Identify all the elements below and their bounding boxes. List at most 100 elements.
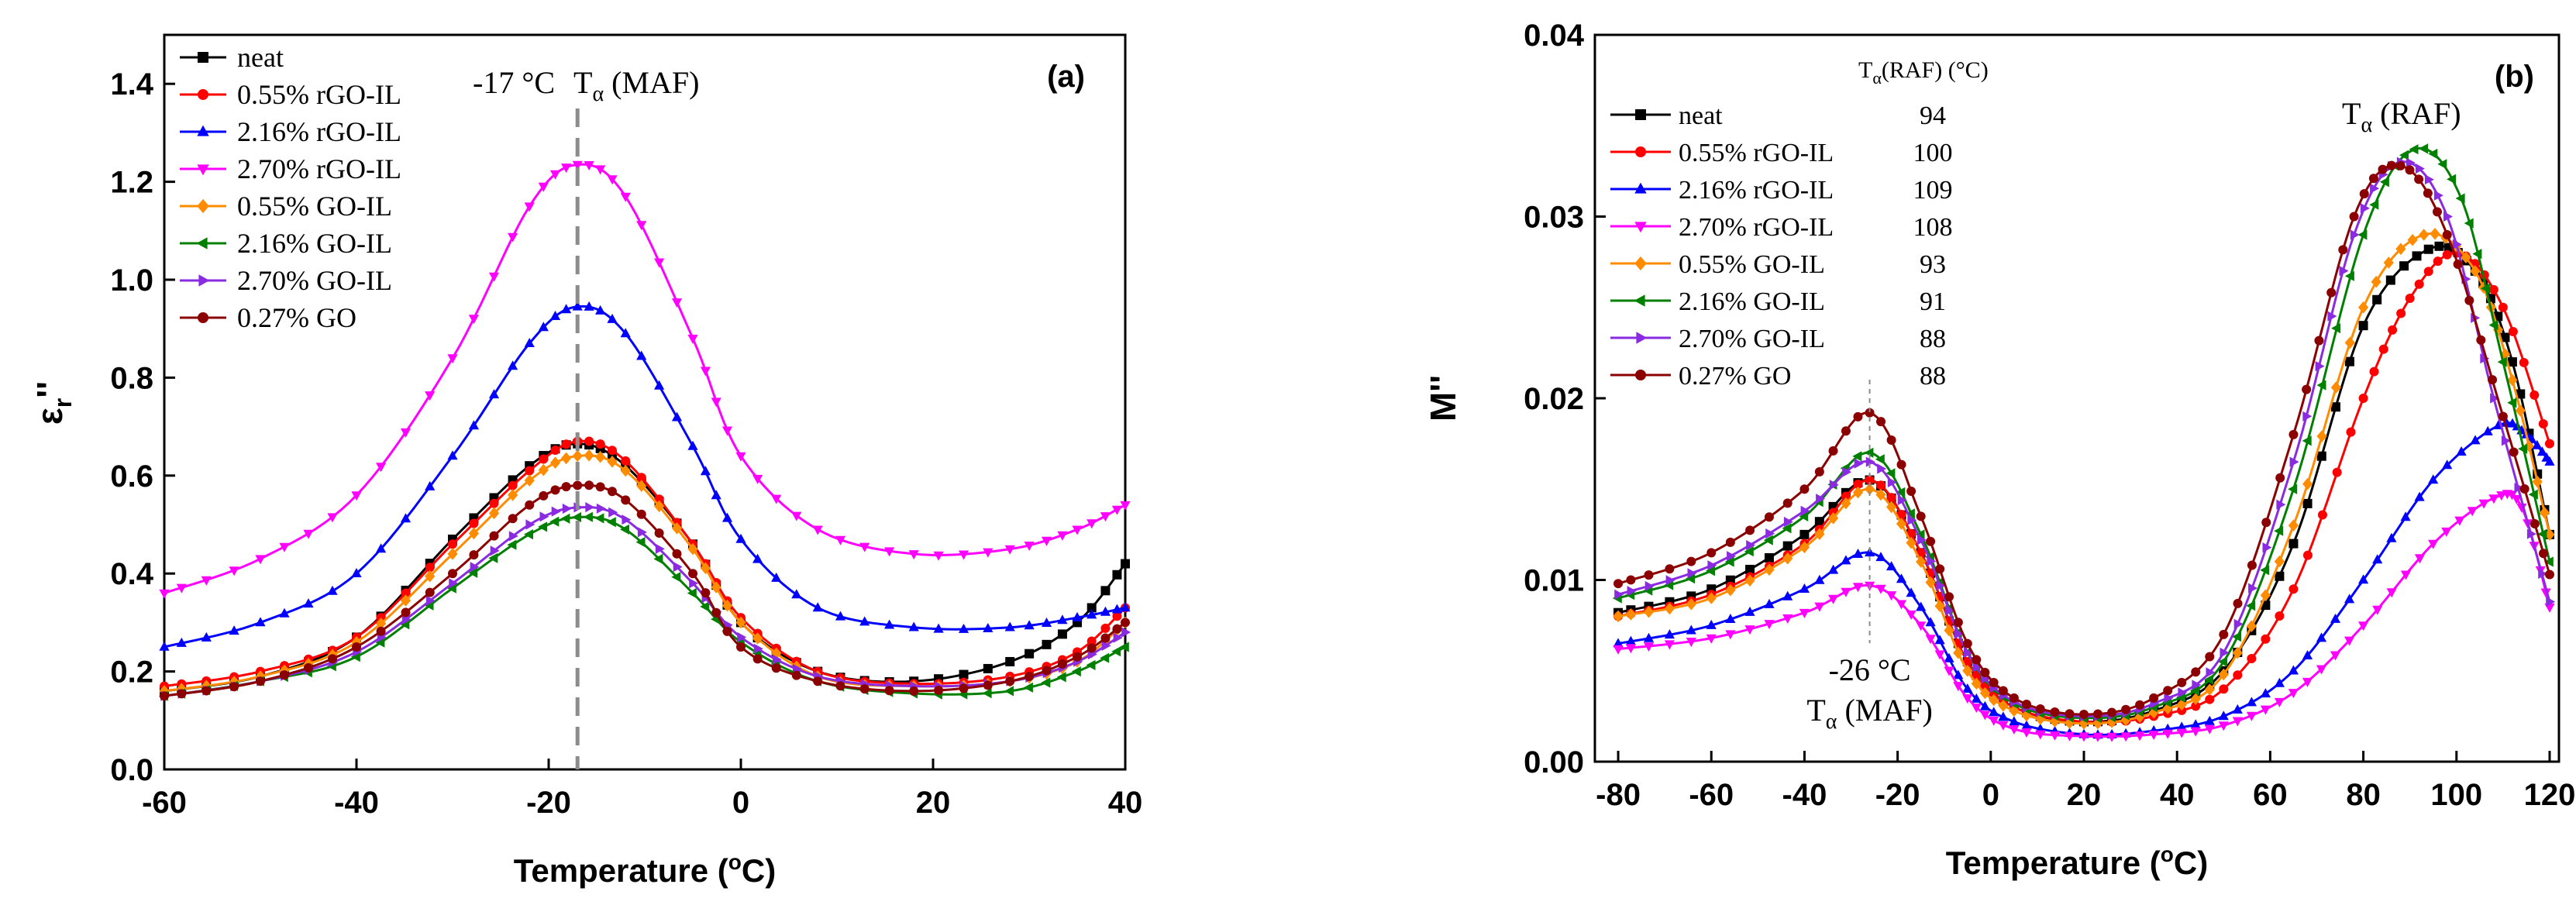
data-point bbox=[636, 473, 646, 483]
data-point bbox=[539, 454, 549, 464]
data-point bbox=[1665, 575, 1675, 586]
data-point bbox=[2204, 724, 2215, 735]
data-point bbox=[1119, 642, 1129, 652]
data-point bbox=[376, 617, 387, 630]
data-point bbox=[508, 360, 518, 370]
data-point bbox=[595, 305, 606, 315]
data-point bbox=[1706, 619, 1717, 629]
legend-item-0-27-go: 0.27% GO 88 bbox=[1610, 362, 1946, 391]
data-point bbox=[584, 480, 594, 490]
data-point bbox=[1842, 466, 1852, 477]
data-point bbox=[2442, 229, 2452, 239]
data-point bbox=[700, 466, 711, 476]
data-point bbox=[2447, 174, 2457, 184]
panel-a-y-axis-title: εr'' bbox=[29, 381, 77, 425]
data-point bbox=[1907, 514, 1917, 525]
legend-item-0-55-go-il: 0.55% GO-IL 93 bbox=[1610, 250, 1946, 279]
data-point bbox=[2148, 731, 2159, 740]
data-point bbox=[1764, 552, 1774, 563]
data-point bbox=[958, 623, 969, 633]
data-point bbox=[561, 163, 572, 174]
legend-raf-temp: 109 bbox=[1913, 176, 1953, 205]
data-point bbox=[2275, 611, 2285, 621]
data-point bbox=[2232, 717, 2243, 727]
data-point bbox=[2064, 731, 2075, 742]
maf-phase-annotation: Tα (MAF) bbox=[1806, 693, 1932, 734]
data-point bbox=[2441, 527, 2452, 537]
legend-raf-temp: 88 bbox=[1920, 362, 1946, 391]
data-point bbox=[327, 513, 338, 523]
panel-b: -80 -60 -40 -20 0 20 40 60 80 100 120 0.00 0.01 0.02 0… bbox=[1423, 19, 2575, 881]
series-2-70-rgo-il bbox=[159, 160, 1131, 599]
data-point bbox=[1024, 542, 1035, 551]
data-point bbox=[1972, 655, 1982, 665]
data-point bbox=[2274, 555, 2285, 568]
data-point bbox=[524, 202, 535, 212]
data-point bbox=[1782, 552, 1793, 565]
data-point bbox=[279, 607, 290, 618]
data-point bbox=[159, 641, 170, 651]
data-point bbox=[279, 542, 290, 552]
data-point bbox=[2338, 245, 2348, 255]
data-point bbox=[700, 366, 711, 377]
data-point bbox=[653, 553, 663, 564]
data-point bbox=[721, 512, 733, 522]
data-point bbox=[1906, 587, 1917, 597]
data-point bbox=[2316, 632, 2327, 642]
data-point bbox=[859, 616, 870, 626]
data-point bbox=[2419, 143, 2428, 154]
panel-a-x-axis-title: Temperature (oC) bbox=[514, 850, 776, 889]
legend-marker bbox=[1636, 332, 1648, 344]
data-point bbox=[2488, 375, 2498, 385]
legend-marker bbox=[1634, 294, 1645, 307]
data-point bbox=[525, 466, 535, 476]
data-point bbox=[2218, 711, 2229, 721]
data-point bbox=[813, 676, 823, 686]
data-point bbox=[2177, 677, 2187, 687]
data-point bbox=[1962, 665, 1973, 677]
data-point bbox=[635, 537, 646, 548]
data-point bbox=[2467, 507, 2478, 517]
data-point bbox=[2288, 689, 2299, 699]
data-point bbox=[1613, 579, 1624, 589]
data-point bbox=[1865, 483, 1875, 495]
data-point bbox=[2232, 646, 2243, 659]
legend-marker bbox=[1634, 256, 1647, 271]
data-point bbox=[490, 545, 500, 556]
data-point bbox=[350, 652, 360, 662]
data-point bbox=[735, 452, 746, 462]
data-point bbox=[2302, 550, 2313, 560]
data-point bbox=[2544, 439, 2554, 449]
data-point bbox=[1073, 652, 1082, 662]
data-point bbox=[2330, 402, 2340, 412]
data-point bbox=[525, 519, 536, 530]
data-point bbox=[2050, 707, 2060, 717]
data-point bbox=[401, 614, 412, 625]
data-point bbox=[2532, 475, 2543, 488]
panel-b-x-axis-title: Temperature (oC) bbox=[1946, 842, 2208, 881]
data-point bbox=[1746, 540, 1756, 551]
data-point bbox=[2190, 693, 2201, 705]
legend-item-neat: neat bbox=[180, 42, 284, 73]
data-point bbox=[1989, 716, 1999, 726]
data-point bbox=[1100, 652, 1110, 663]
series-line bbox=[1617, 160, 2551, 717]
data-point bbox=[983, 680, 993, 690]
data-point bbox=[1841, 497, 1851, 510]
legend-label: neat bbox=[1679, 102, 1723, 130]
data-point bbox=[1998, 686, 2008, 696]
data-point bbox=[1864, 447, 1874, 458]
legend-marker bbox=[1634, 182, 1647, 194]
data-point bbox=[585, 502, 595, 513]
data-point bbox=[2415, 163, 2425, 174]
data-point bbox=[2035, 730, 2046, 740]
data-point bbox=[1111, 505, 1122, 515]
data-point bbox=[572, 160, 583, 170]
data-point bbox=[1852, 486, 1864, 499]
data-point bbox=[1799, 608, 1810, 618]
data-point bbox=[550, 446, 560, 456]
data-point bbox=[835, 611, 846, 621]
data-point bbox=[2386, 588, 2397, 598]
data-point bbox=[1989, 693, 1999, 707]
data-point bbox=[229, 566, 239, 576]
